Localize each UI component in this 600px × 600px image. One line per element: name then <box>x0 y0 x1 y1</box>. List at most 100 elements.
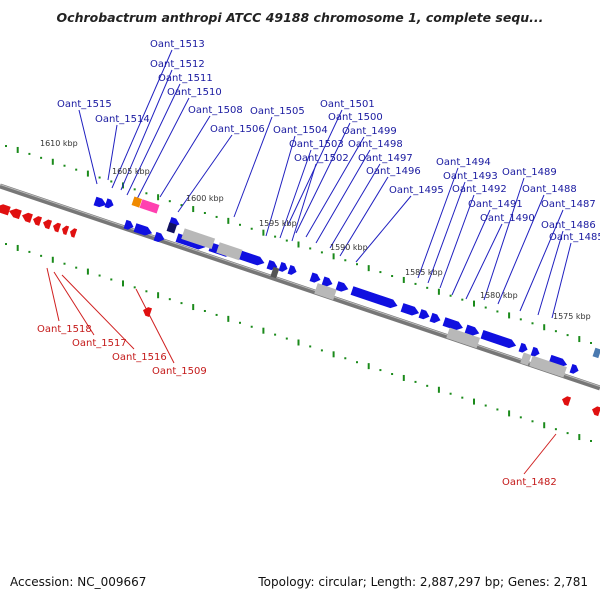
feature-block <box>592 347 600 359</box>
leader-line <box>177 134 233 213</box>
track-dot <box>63 164 66 167</box>
track-dot <box>168 200 171 203</box>
gene-label: Oant_1514 <box>95 114 150 125</box>
leader-line <box>126 83 181 196</box>
track-dot <box>344 357 347 360</box>
leader-line <box>551 242 572 319</box>
track-dot <box>285 239 288 242</box>
track-dot <box>566 334 569 337</box>
leader-line <box>295 122 351 234</box>
track-dot <box>554 428 557 431</box>
track-dot <box>250 325 253 328</box>
forward-gene-arrow <box>335 281 349 292</box>
track-dot <box>320 251 323 254</box>
gene-label: Oant_1504 <box>273 125 328 136</box>
track-dot <box>414 282 417 285</box>
gene-label: Oant_1492 <box>452 184 507 195</box>
accession-text: Accession: NC_009667 <box>10 575 147 589</box>
track-dot <box>98 176 101 179</box>
gene-features <box>0 196 600 417</box>
leader-line <box>315 149 371 244</box>
gene-label: Oant_1508 <box>188 105 243 116</box>
upper-dotted-track <box>5 145 592 344</box>
gene-label: Oant_1506 <box>210 124 265 135</box>
ruler-label: 1605 kbp <box>112 167 150 176</box>
forward-gene-arrow <box>480 330 517 349</box>
track-dot <box>309 247 312 250</box>
track-dot <box>285 337 288 340</box>
track-dot <box>356 263 358 266</box>
track-dot <box>5 145 7 148</box>
track-dot <box>40 254 43 257</box>
track-dot <box>379 271 382 274</box>
track-dot <box>554 330 557 333</box>
genome-backbone <box>0 183 600 391</box>
track-dot <box>180 204 183 207</box>
leader-line <box>451 209 491 296</box>
track-dot <box>484 404 487 407</box>
track-dot <box>110 278 113 281</box>
gene-label: Oant_1517 <box>72 338 127 349</box>
track-dot <box>75 266 78 269</box>
gene-label: Oant_1497 <box>358 153 413 164</box>
gene-label: Oant_1502 <box>294 153 349 164</box>
gene-label: Oant_1487 <box>541 199 596 210</box>
gene-label: Oant_1513 <box>150 39 205 50</box>
ruler-label: 1590 kbp <box>330 243 368 252</box>
track-dot <box>215 313 218 316</box>
track-dot <box>28 250 31 253</box>
forward-gene-arrow <box>104 198 114 209</box>
gene-label: Oant_1499 <box>342 126 397 137</box>
forward-gene-arrow <box>569 363 579 374</box>
reverse-gene-arrow <box>9 208 22 220</box>
gene-label: Oant_1509 <box>152 366 207 377</box>
reverse-gene-arrow <box>22 212 33 223</box>
leader-line <box>46 267 60 322</box>
leader-line <box>136 97 190 200</box>
gene-label: Oant_1500 <box>328 112 383 123</box>
forward-gene-arrow <box>400 303 420 316</box>
track-dot <box>461 396 464 399</box>
leader-line <box>159 115 211 198</box>
leader-line <box>519 209 564 312</box>
track-dot <box>274 235 277 238</box>
forward-gene-arrow <box>350 286 398 309</box>
feature-block <box>446 327 481 349</box>
track-dot <box>531 322 534 325</box>
gene-label: Oant_1518 <box>37 324 92 335</box>
forward-gene-arrow <box>234 249 265 266</box>
feature-block <box>216 242 243 261</box>
track-dot <box>496 310 499 313</box>
kbp-ruler: 1610 kbp 1605 kbp 1600 kbp 1595 kbp 1590 kbp… <box>40 139 591 321</box>
feature-block <box>270 266 280 279</box>
ruler-label: 1580 kbp <box>480 291 518 300</box>
forward-gene-arrow <box>309 272 321 283</box>
gene-label: Oant_1503 <box>289 139 344 150</box>
leader-line <box>465 223 503 300</box>
gene-label: Oant_1511 <box>158 73 213 84</box>
track-dot <box>40 156 43 159</box>
leader-line <box>417 167 459 279</box>
track-dot <box>590 341 592 344</box>
gene-label: Oant_1496 <box>366 166 421 177</box>
track-dot <box>98 274 101 277</box>
track-dot <box>63 262 66 265</box>
gene-label: Oant_1488 <box>522 184 577 195</box>
gene-label: Oant_1501 <box>320 99 375 110</box>
track-dot <box>426 384 429 387</box>
genome-backbone-highlight <box>0 184 600 387</box>
forward-gene-arrow <box>530 346 540 357</box>
forward-gene-arrow <box>321 276 333 287</box>
gene-labels: Oant_1513 Oant_1512 Oant_1511 Oant_1510 Oant… <box>37 39 600 488</box>
track-dot <box>133 286 136 289</box>
gene-label: Oant_1489 <box>502 167 557 178</box>
gene-label: Oant_1491 <box>468 199 523 210</box>
track-dot <box>391 275 394 278</box>
track-dot <box>203 309 206 312</box>
reverse-gene-arrow <box>53 222 62 233</box>
track-dot <box>496 408 499 411</box>
leader-line <box>305 136 365 238</box>
leader-line <box>523 433 557 475</box>
forward-gene-arrow <box>442 317 463 331</box>
